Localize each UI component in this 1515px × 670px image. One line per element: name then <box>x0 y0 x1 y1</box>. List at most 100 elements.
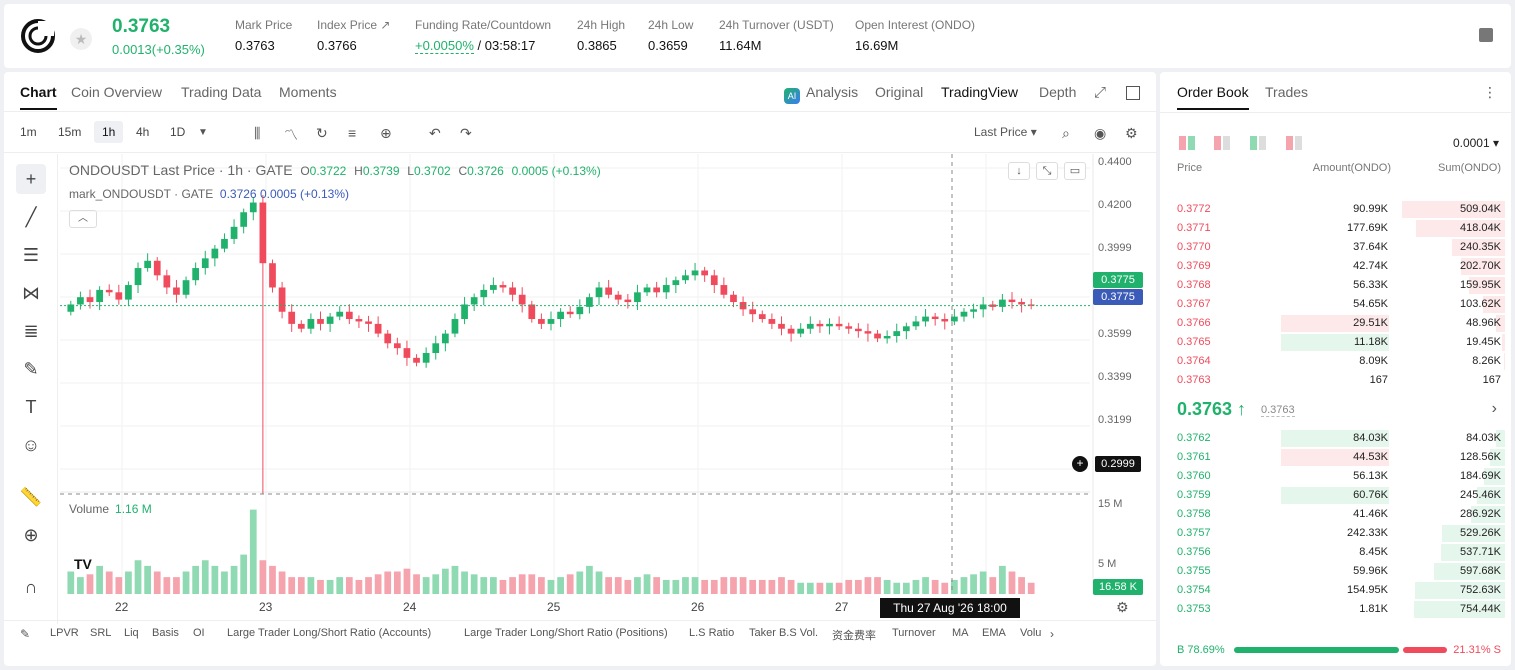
fib-tool-icon[interactable]: ≣ <box>23 321 39 341</box>
view-depth[interactable]: Depth <box>1039 84 1077 100</box>
compress-icon[interactable]: ⤡ <box>1036 162 1058 180</box>
tf-1h[interactable]: 1h <box>94 121 124 143</box>
restore-icon[interactable]: ▭ <box>1064 162 1086 180</box>
templates-icon[interactable]: ≡ <box>348 125 357 141</box>
collapse-legend-button[interactable]: ︿ <box>69 210 97 228</box>
notebook-icon[interactable] <box>1479 28 1493 42</box>
orderbook-row[interactable]: 0.3769 42.74K 202.70K <box>1160 257 1511 276</box>
trendline-tool-icon[interactable]: ╱ <box>25 207 37 227</box>
ind-lt-accounts[interactable]: Large Trader Long/Short Ratio (Accounts) <box>227 627 432 639</box>
search-icon[interactable]: ⌕ <box>1062 125 1070 141</box>
precision-select[interactable]: 0.0001 ▾ <box>1452 136 1499 150</box>
view-asks-icon[interactable] <box>1214 136 1230 150</box>
ind-turnover[interactable]: Turnover <box>892 627 936 639</box>
volume-bar <box>393 571 401 594</box>
stat-index-price[interactable]: Index Price ↗ 0.3766 <box>317 18 391 53</box>
indicators-icon[interactable]: 〽 <box>284 127 298 143</box>
orderbook-row[interactable]: 0.3757 242.33K 529.26K <box>1160 524 1511 543</box>
tab-chart[interactable]: Chart <box>20 84 57 110</box>
candle-body <box>259 202 267 264</box>
orderbook-row[interactable]: 0.3758 41.46K 286.92K <box>1160 505 1511 524</box>
more-options-icon[interactable]: ⋮ <box>1483 84 1497 100</box>
volume-bar <box>422 577 430 594</box>
expand-icon[interactable]: ⤢ <box>1094 84 1107 101</box>
add-order-icon[interactable]: + <box>1072 456 1088 472</box>
tf-1m[interactable]: 1m <box>20 125 37 139</box>
orderbook-row[interactable]: 0.3768 56.33K 159.95K <box>1160 276 1511 295</box>
tf-4h[interactable]: 4h <box>136 125 150 139</box>
orderbook-row[interactable]: 0.3767 54.65K 103.62K <box>1160 295 1511 314</box>
ind-lpvr[interactable]: LPVR <box>50 627 79 639</box>
emoji-tool-icon[interactable]: ☺ <box>21 435 41 455</box>
tab-order-book[interactable]: Order Book <box>1177 84 1249 110</box>
orderbook-row[interactable]: 0.3761 44.53K 128.56K <box>1160 448 1511 467</box>
orderbook-row[interactable]: 0.3763 167 167 <box>1160 371 1511 390</box>
tab-coin-overview[interactable]: Coin Overview <box>71 84 163 100</box>
orderbook-row[interactable]: 0.3765 11.18K 19.45K <box>1160 333 1511 352</box>
tab-trades[interactable]: Trades <box>1265 84 1309 100</box>
tab-trading-data[interactable]: Trading Data <box>181 84 262 100</box>
brush-tool-icon[interactable]: ✎ <box>23 359 39 379</box>
redo-icon[interactable]: ↷ <box>460 125 472 141</box>
orderbook-row[interactable]: 0.3766 29.51K 48.96K <box>1160 314 1511 333</box>
orderbook-row[interactable]: 0.3770 37.64K 240.35K <box>1160 238 1511 257</box>
chevron-right-icon[interactable]: › <box>1050 627 1054 641</box>
ind-ema[interactable]: EMA <box>982 627 1006 639</box>
ind-oi[interactable]: OI <box>193 627 205 639</box>
orderbook-row[interactable]: 0.3771 177.69K 418.04K <box>1160 219 1511 238</box>
orderbook-row[interactable]: 0.3754 154.95K 752.63K <box>1160 581 1511 600</box>
view-bids-icon[interactable] <box>1250 136 1266 150</box>
add-alert-icon[interactable]: ⊕ <box>380 125 392 141</box>
horizontal-lines-tool-icon[interactable]: ☰ <box>22 245 40 265</box>
scroll-down-icon[interactable]: ↓ <box>1008 162 1030 180</box>
orderbook-row[interactable]: 0.3756 8.45K 537.71K <box>1160 543 1511 562</box>
ind-ls-ratio[interactable]: L.S Ratio <box>689 627 735 639</box>
volume-bar <box>999 565 1006 594</box>
fullscreen-icon[interactable] <box>1126 86 1140 100</box>
ind-volume[interactable]: Volu <box>1020 627 1042 639</box>
orderbook-row[interactable]: 0.3755 59.96K 597.68K <box>1160 562 1511 581</box>
tab-moments[interactable]: Moments <box>279 84 337 100</box>
orderbook-row[interactable]: 0.3760 56.13K 184.69K <box>1160 467 1511 486</box>
zoom-in-tool-icon[interactable]: ⊕ <box>23 525 39 545</box>
settings-gear-icon[interactable]: ⚙ <box>1125 125 1138 141</box>
crosshair-tool-icon[interactable]: + <box>16 164 46 194</box>
pencil-icon[interactable]: ✎ <box>20 627 31 641</box>
tf-15m[interactable]: 15m <box>58 125 82 139</box>
orderbook-row[interactable]: 0.3753 1.81K 754.44K <box>1160 600 1511 619</box>
magnet-tool-icon[interactable]: ∩ <box>24 577 38 597</box>
chart-settings-icon[interactable]: ⚙ <box>1116 599 1129 615</box>
volume-bar <box>893 582 901 594</box>
view-both-icon[interactable] <box>1179 136 1195 150</box>
view-analysis[interactable]: AI Analysis <box>784 84 858 104</box>
price-type-select[interactable]: Last Price ▾ <box>974 125 1037 139</box>
chevron-right-icon[interactable]: › <box>1491 400 1497 417</box>
view-tradingview[interactable]: TradingView <box>941 84 1019 100</box>
ruler-tool-icon[interactable]: 📏 <box>19 487 43 507</box>
pattern-tool-icon[interactable]: ⋈ <box>22 283 40 303</box>
camera-icon[interactable]: ◉ <box>1094 125 1107 141</box>
view-compact-icon[interactable] <box>1286 136 1302 150</box>
stat-mark-price: Mark Price 0.3763 <box>235 18 293 53</box>
replay-icon[interactable]: ↻ <box>316 125 328 141</box>
ind-funding[interactable]: 资金费率 <box>832 630 876 642</box>
orderbook-row[interactable]: 0.3762 84.03K 84.03K <box>1160 429 1511 448</box>
ind-liq[interactable]: Liq <box>124 627 139 639</box>
orderbook-row[interactable]: 0.3764 8.09K 8.26K <box>1160 352 1511 371</box>
view-original[interactable]: Original <box>875 84 924 100</box>
ind-basis[interactable]: Basis <box>152 627 179 639</box>
text-tool-icon[interactable]: T <box>25 397 37 417</box>
orderbook-row[interactable]: 0.3759 60.76K 245.46K <box>1160 486 1511 505</box>
ind-srl[interactable]: SRL <box>90 627 112 639</box>
undo-icon[interactable]: ↶ <box>429 125 441 141</box>
y-tick: 0.4200 <box>1098 199 1132 211</box>
price-chart[interactable] <box>60 154 1100 594</box>
tf-dropdown-icon[interactable]: ▼ <box>198 127 208 138</box>
ind-taker-vol[interactable]: Taker B.S Vol. <box>749 627 819 639</box>
orderbook-row[interactable]: 0.3772 90.99K 509.04K <box>1160 200 1511 219</box>
ind-lt-positions[interactable]: Large Trader Long/Short Ratio (Positions… <box>464 627 668 639</box>
candle-type-icon[interactable]: ⫼ <box>254 125 261 141</box>
favorite-star-icon[interactable]: ★ <box>70 28 92 50</box>
ind-ma[interactable]: MA <box>952 627 969 639</box>
tf-1d[interactable]: 1D <box>170 125 186 139</box>
